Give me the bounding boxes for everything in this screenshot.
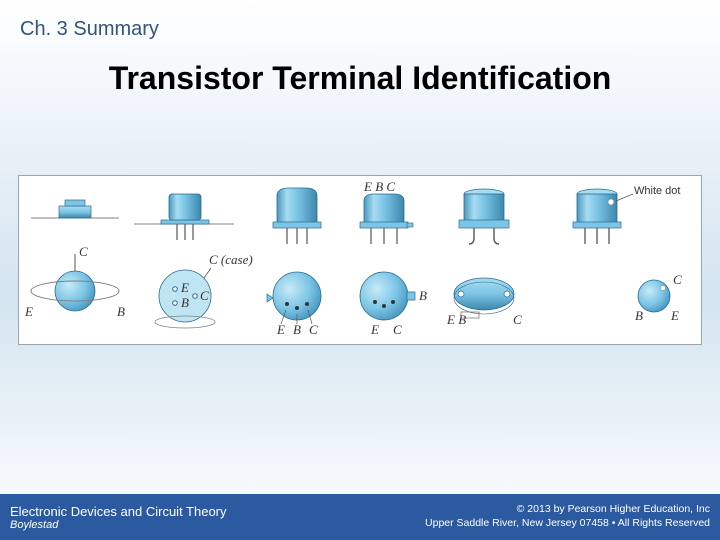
svg-text:E B: E B: [446, 312, 466, 327]
transistor-can-side: [273, 188, 321, 244]
svg-text:B: B: [635, 308, 643, 323]
footer-address: Upper Saddle River, New Jersey 07458 • A…: [425, 517, 710, 531]
svg-text:E: E: [276, 322, 285, 337]
chapter-label: Ch. 3 Summary: [20, 18, 159, 41]
svg-text:C: C: [393, 322, 402, 337]
svg-text:C: C: [79, 244, 88, 259]
transistor-can-tab-bottom: B E C: [360, 272, 427, 337]
transistor-power-side: [459, 189, 509, 244]
svg-text:E: E: [670, 308, 679, 323]
svg-text:B: B: [419, 288, 427, 303]
transistor-can-bottom: E B C: [267, 272, 321, 337]
svg-text:E: E: [370, 322, 379, 337]
svg-text:C: C: [200, 288, 209, 303]
svg-text:White dot: White dot: [634, 185, 680, 197]
transistor-tab-bottom: C E B: [24, 244, 125, 319]
footer-book-title: Electronic Devices and Circuit Theory: [10, 504, 227, 519]
slide-title: Transistor Terminal Identification: [0, 60, 720, 97]
svg-text:B: B: [181, 295, 189, 310]
transistor-flattop-side: [134, 194, 234, 240]
svg-text:C (case): C (case): [209, 252, 253, 267]
footer-bar: Electronic Devices and Circuit Theory Bo…: [0, 494, 720, 540]
svg-text:C: C: [309, 322, 318, 337]
svg-text:B: B: [293, 322, 301, 337]
svg-text:E: E: [180, 280, 189, 295]
svg-text:C: C: [673, 272, 682, 287]
svg-text:E B C: E B C: [363, 179, 395, 194]
transistor-figure: C E B E B C C (case) E B C E B C B E C: [18, 175, 702, 345]
transistor-whitedot-side: White dot: [573, 185, 680, 244]
svg-text:B: B: [117, 304, 125, 319]
transistor-flattop-bottom: E B C C (case): [155, 252, 253, 328]
transistor-whitedot-bottom: C B E: [635, 272, 682, 323]
footer-copyright: © 2013 by Pearson Higher Education, Inc: [425, 503, 710, 517]
svg-text:E: E: [24, 304, 33, 319]
footer-author: Boylestad: [10, 519, 227, 531]
transistor-can-tab-side: E B C: [360, 179, 413, 244]
transistor-tab-side: [31, 200, 119, 218]
transistor-power-bottom: E B C: [446, 278, 522, 327]
svg-text:C: C: [513, 312, 522, 327]
